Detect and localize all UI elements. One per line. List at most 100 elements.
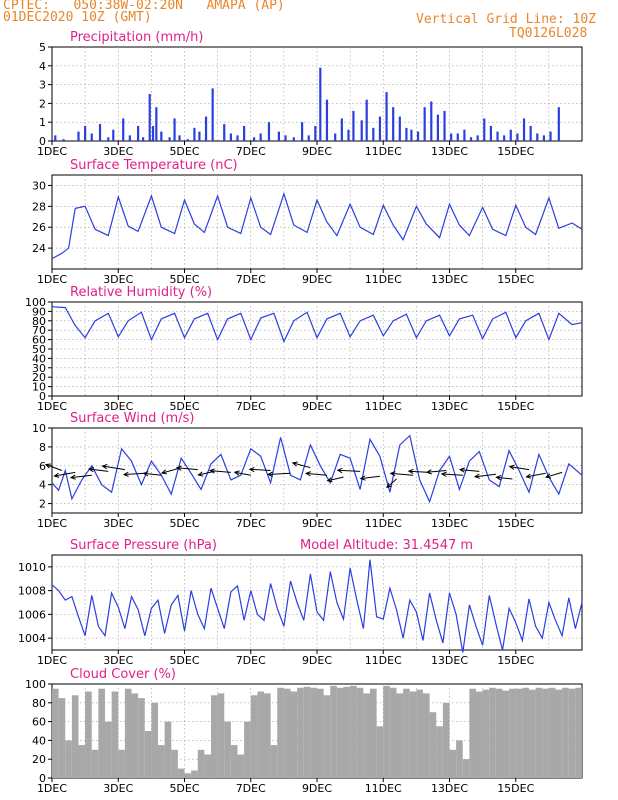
cloud-bar (416, 689, 423, 778)
precip-bar (503, 135, 506, 141)
cloud-bar (495, 688, 503, 778)
cloud-panel: 0 20 40 60 80 100 1DEC 3DEC 5DEC 7DEC 9DEC 11DEC 13D… (25, 667, 583, 795)
precip-bar (516, 133, 519, 141)
precip-bar (173, 118, 176, 141)
cloud-bar (78, 745, 86, 778)
cloud-bar (515, 688, 523, 778)
cloud-bar (548, 687, 556, 778)
precip-xtick-label: 9DEC (302, 145, 332, 158)
precip-bar (334, 133, 337, 141)
cloud-bar (568, 688, 576, 778)
pressure-xtick-label: 3DEC (103, 654, 133, 667)
wind-arrow (326, 476, 344, 483)
temperature-xtick-label: 9DEC (302, 273, 332, 286)
precip-bar (84, 125, 87, 141)
precip-bar (160, 131, 163, 141)
humidity-xtick-label: 5DEC (169, 400, 199, 413)
precip-bar (483, 118, 486, 141)
cloud-bar (429, 712, 437, 778)
cloud-bar (535, 687, 543, 778)
temperature-title: Surface Temperature (nC) (70, 158, 238, 173)
precip-bar (284, 135, 287, 141)
precip-xtick-label: 7DEC (236, 145, 266, 158)
humidity-xtick-label: 7DEC (236, 400, 266, 413)
temperature-xtick-label: 1DEC (37, 273, 67, 286)
precip-bar (405, 127, 408, 141)
cloud-bar (476, 691, 483, 778)
humidity-ytick-label: 40 (32, 352, 46, 365)
precip-bar (416, 131, 420, 141)
wind-ytick-label: 10 (32, 422, 46, 435)
precip-bar (54, 135, 57, 141)
cloud-bar (52, 688, 59, 778)
cloud-bar (482, 689, 490, 778)
cloud-bar (71, 695, 79, 778)
precip-bar (340, 118, 343, 141)
cloud-bar (131, 693, 139, 778)
wind-arrow (386, 478, 397, 489)
precip-bar (77, 131, 80, 141)
cloud-bar (264, 693, 271, 778)
precip-bar (398, 116, 401, 141)
wind-arrow (336, 467, 361, 474)
wind-arrow (233, 470, 251, 476)
cloud-bar (151, 702, 158, 778)
cloud-bar (158, 745, 165, 778)
cloud-bar (250, 695, 258, 778)
cloud-bar (456, 740, 463, 778)
cloud-bar (283, 688, 291, 778)
precip-bar (277, 131, 281, 141)
temperature-xtick-label: 3DEC (103, 273, 133, 286)
cloud-bar (502, 690, 510, 778)
precip-bar (372, 127, 375, 141)
cloud-bar (303, 686, 311, 778)
temperature-ytick-label: 26 (32, 221, 46, 234)
precip-bar (252, 137, 256, 141)
cloud-bar (462, 759, 470, 778)
precip-bar (509, 129, 512, 141)
precip-bar (193, 127, 196, 141)
wind-arrow (473, 473, 496, 479)
cloud-xtick-label: 5DEC (169, 782, 199, 795)
wind-arrow (69, 474, 92, 480)
cloud-bar (469, 688, 476, 778)
cloud-bar (555, 689, 563, 778)
wind-arrow (53, 471, 76, 478)
precip-bar (107, 137, 110, 141)
humidity-ytick-label: 0 (39, 390, 46, 403)
cloud-bar (336, 687, 344, 778)
precip-bar (137, 125, 140, 141)
wind-arrow (495, 475, 513, 481)
precip-bar (529, 125, 532, 141)
cloud-xtick-label: 13DEC (431, 782, 468, 795)
cloud-bar (376, 726, 384, 778)
cloud-bar (290, 691, 298, 778)
wind-arrow (304, 471, 327, 477)
precip-bar (347, 129, 350, 141)
precip-bar (352, 110, 355, 141)
precip-bar (456, 133, 459, 141)
precip-bar (243, 125, 246, 141)
precip-bar (128, 135, 131, 141)
cloud-ytick-label: 20 (32, 753, 46, 766)
cloud-bar (409, 691, 417, 778)
cloud-bar (330, 685, 337, 778)
pressure-panel: 1004 1006 1008 1010 1DEC 3DEC 5DEC 7DEC 9DEC 11DE… (18, 538, 583, 667)
cloud-ytick-label: 0 (39, 772, 46, 785)
wind-xtick-label: 3DEC (103, 517, 133, 530)
cloud-bar (383, 685, 390, 778)
cloud-bar (224, 721, 231, 778)
cloud-bar (204, 754, 211, 778)
wind-arrow (248, 466, 271, 473)
humidity-xtick-label: 9DEC (302, 400, 332, 413)
cloud-bar (65, 740, 72, 778)
pressure-xtick-label: 9DEC (302, 654, 332, 667)
precip-bar (112, 129, 115, 141)
humidity-xtick-label: 11DEC (365, 400, 402, 413)
precip-bar (267, 122, 271, 141)
precip-bar (436, 114, 440, 141)
cloud-xtick-label: 3DEC (103, 782, 133, 795)
precip-bar (423, 107, 426, 141)
cloud-bar (91, 749, 99, 778)
